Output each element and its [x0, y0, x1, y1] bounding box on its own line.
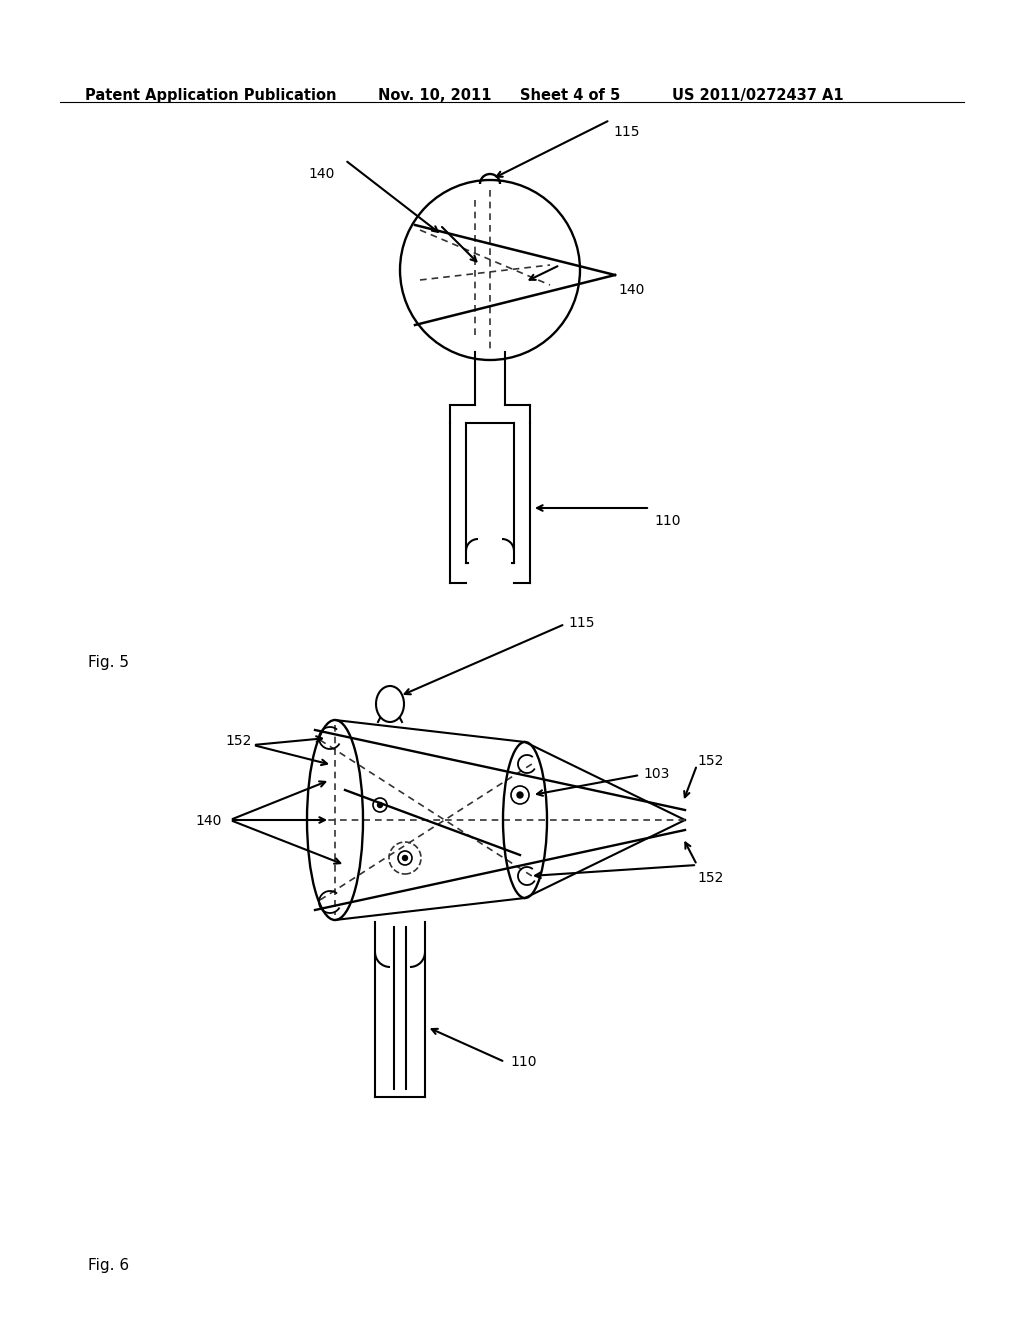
Text: 152: 152 [225, 734, 251, 748]
Text: Fig. 5: Fig. 5 [88, 655, 129, 671]
Text: Patent Application Publication: Patent Application Publication [85, 88, 337, 103]
Text: Fig. 6: Fig. 6 [88, 1258, 129, 1272]
Text: US 2011/0272437 A1: US 2011/0272437 A1 [672, 88, 844, 103]
Text: Sheet 4 of 5: Sheet 4 of 5 [520, 88, 621, 103]
Circle shape [517, 792, 523, 799]
Text: 140: 140 [195, 814, 221, 828]
Text: 152: 152 [697, 871, 723, 884]
Text: 103: 103 [643, 767, 670, 781]
Circle shape [378, 803, 383, 808]
Text: 115: 115 [613, 125, 640, 139]
Text: 110: 110 [654, 513, 681, 528]
Text: 110: 110 [510, 1055, 537, 1069]
Circle shape [402, 855, 408, 861]
Text: 140: 140 [308, 168, 335, 181]
Text: 115: 115 [568, 616, 595, 630]
Text: 152: 152 [697, 754, 723, 768]
Text: 140: 140 [618, 282, 644, 297]
Text: Nov. 10, 2011: Nov. 10, 2011 [378, 88, 492, 103]
